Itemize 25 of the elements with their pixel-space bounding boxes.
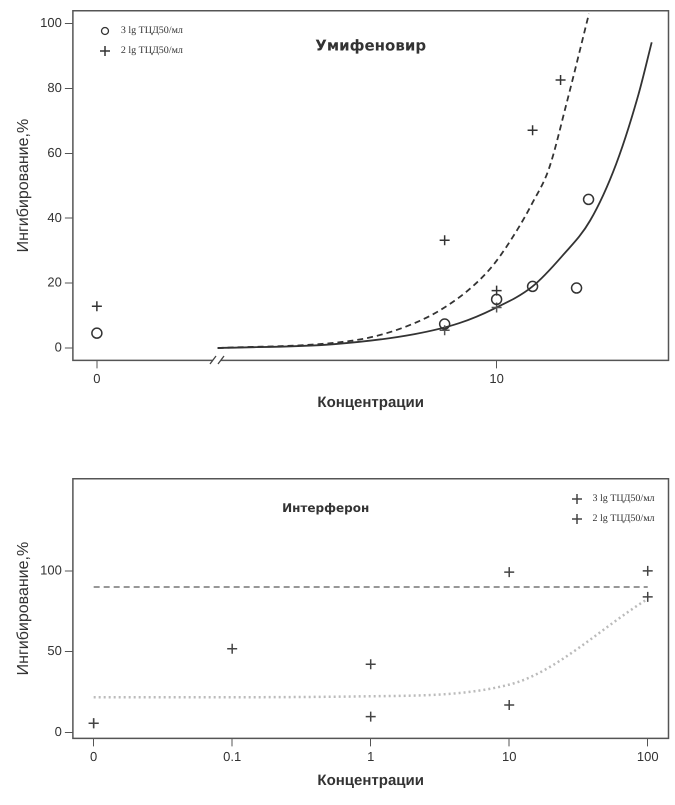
x-tick-label: 1 bbox=[367, 748, 374, 764]
x-tick-label: 10 bbox=[489, 370, 504, 386]
y-tick-label: 40 bbox=[47, 210, 62, 225]
y-tick-label: 0 bbox=[54, 340, 62, 355]
y-tick-label: 100 bbox=[40, 15, 62, 30]
x-axis-title: Концентрации bbox=[317, 394, 424, 412]
x-tick-label: 10 bbox=[502, 748, 516, 764]
x-axis-title: Концентрации bbox=[317, 772, 424, 790]
legend-label: 2 lg ТЦД50/мл bbox=[120, 44, 183, 58]
text: Интерферон bbox=[282, 500, 370, 515]
x-tick-label: 0.1 bbox=[223, 748, 242, 764]
x-tick-label: 100 bbox=[636, 748, 659, 764]
y-tick-label: 80 bbox=[47, 80, 62, 95]
legend-label: 3 lg ТЦД50/мл bbox=[120, 24, 183, 38]
y-tick-label: 0 bbox=[54, 724, 62, 739]
y-tick-label: 60 bbox=[47, 144, 62, 160]
x-tick-label: 0 bbox=[90, 748, 98, 764]
y-tick-label: 20 bbox=[47, 274, 62, 290]
text: Умифеновир bbox=[315, 36, 426, 55]
y-tick-label: 100 bbox=[40, 562, 62, 578]
y-axis-title: Ингибирование,% bbox=[15, 542, 32, 676]
y-axis-title: Ингибирование,% bbox=[15, 118, 32, 252]
y-tick-label: 50 bbox=[47, 643, 62, 658]
legend-label: 2 lg ТЦД50/мл bbox=[592, 512, 655, 526]
legend-label: 3 lg ТЦД50/мл bbox=[592, 492, 655, 506]
